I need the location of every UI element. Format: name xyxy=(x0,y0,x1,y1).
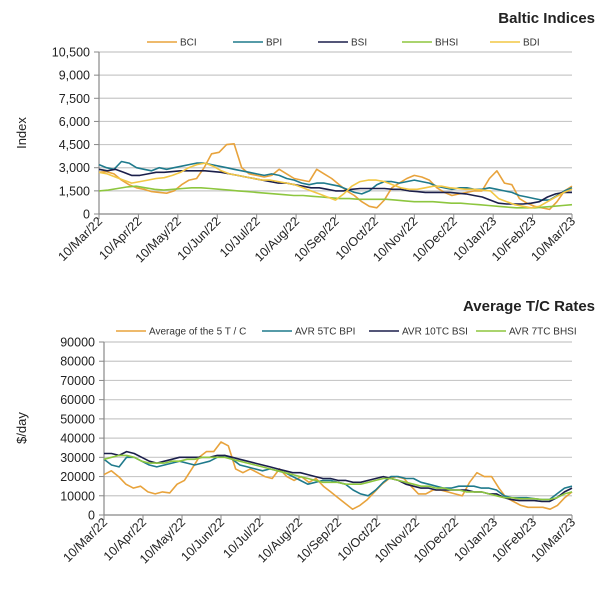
legend-item-avr-5tc-bpi: AVR 5TC BPI xyxy=(262,327,355,338)
series-line-bdi xyxy=(98,162,573,209)
legend-item-avr-10tc-bsi: AVR 10TC BSI xyxy=(369,327,468,338)
y-axis-label: Index xyxy=(14,117,29,149)
y-tick-label: 50000 xyxy=(60,412,95,426)
legend-label: BHSI xyxy=(435,38,458,49)
y-tick-label: 1,500 xyxy=(59,184,90,198)
series-lines xyxy=(98,143,573,211)
y-tick-label: 10000 xyxy=(60,489,95,503)
legend-label: Average of the 5 T / C xyxy=(149,327,246,338)
legend-label: BCI xyxy=(180,38,197,49)
series-line-average-of-the-5-t-c xyxy=(103,441,573,511)
legend: BCI BPI BSI BHSI BDI xyxy=(147,38,540,49)
legend-item-bsi: BSI xyxy=(318,38,367,49)
legend-item-avr-7tc-bhsi: AVR 7TC BHSI xyxy=(476,327,577,338)
y-tick-label: 7,500 xyxy=(59,92,90,106)
legend-item-average-of-the-5-t-c: Average of the 5 T / C xyxy=(116,327,246,338)
chart-title: Average T/C Rates xyxy=(463,298,595,315)
legend-label: BSI xyxy=(351,38,367,49)
series-line-bci xyxy=(98,143,573,211)
legend: Average of the 5 T / C AVR 5TC BPI AVR 10T… xyxy=(116,327,577,338)
series-line-avr-10tc-bsi xyxy=(104,450,573,503)
legend-item-bpi: BPI xyxy=(233,38,282,49)
x-axis-ticks: 10/Mar/2210/Apr/2210/May/2210/Jun/2210/J… xyxy=(55,214,578,265)
x-tick-label: 10/Mar/22 xyxy=(55,214,105,264)
legend-label: AVR 7TC BHSI xyxy=(509,327,577,338)
legend-label: AVR 10TC BSI xyxy=(402,327,468,338)
y-tick-label: 80000 xyxy=(60,355,95,369)
y-tick-label: 4,500 xyxy=(59,138,90,152)
legend-item-bci: BCI xyxy=(147,38,197,49)
y-tick-label: 60000 xyxy=(60,393,95,407)
average-tc-rates-chart: Average T/C Rates Average of the 5 T / C… xyxy=(14,298,595,566)
series-line-bpi xyxy=(98,160,573,201)
y-tick-label: 6,000 xyxy=(59,115,90,129)
y-axis-ticks: 0 1,500 3,000 4,500 6,000 7,500 9,000 10,500 xyxy=(52,46,99,222)
legend-item-bhsi: BHSI xyxy=(402,38,458,49)
series-line-avr-7tc-bhsi xyxy=(103,454,573,501)
y-tick-label: 70000 xyxy=(60,374,95,388)
gridlines xyxy=(103,341,572,516)
legend-label: BDI xyxy=(523,38,540,49)
y-axis-ticks: 0 10000 20000 30000 40000 50000 60000 70000 8000… xyxy=(60,336,104,523)
x-tick-label: 10/Mar/22 xyxy=(60,515,110,565)
series-line-bhsi xyxy=(98,185,573,209)
y-tick-label: 40000 xyxy=(60,432,95,446)
y-tick-label: 90000 xyxy=(60,336,95,350)
y-tick-label: 30000 xyxy=(60,451,95,465)
x-tick-label: 10/Jun/22 xyxy=(178,515,227,564)
y-tick-label: 20000 xyxy=(60,470,95,484)
legend-label: AVR 5TC BPI xyxy=(295,327,355,338)
series-lines xyxy=(103,441,573,511)
chart-title: Baltic Indices xyxy=(498,10,595,27)
y-tick-label: 10,500 xyxy=(52,46,90,60)
y-tick-label: 0 xyxy=(83,208,90,222)
x-tick-label: 10/Jun/22 xyxy=(175,214,224,263)
legend-item-bdi: BDI xyxy=(490,38,540,49)
y-axis-label: $/day xyxy=(14,412,29,444)
legend-label: BPI xyxy=(266,38,282,49)
baltic-indices-chart: Baltic Indices BCI BPI BSI BHSI BDI 0 1,500 3,… xyxy=(14,10,595,265)
y-tick-label: 0 xyxy=(88,509,95,523)
x-axis-ticks: 10/Mar/2210/Apr/2210/May/2210/Jun/2210/J… xyxy=(60,515,578,566)
y-tick-label: 3,000 xyxy=(59,161,90,175)
series-line-bsi xyxy=(98,168,572,205)
y-tick-label: 9,000 xyxy=(59,69,90,83)
